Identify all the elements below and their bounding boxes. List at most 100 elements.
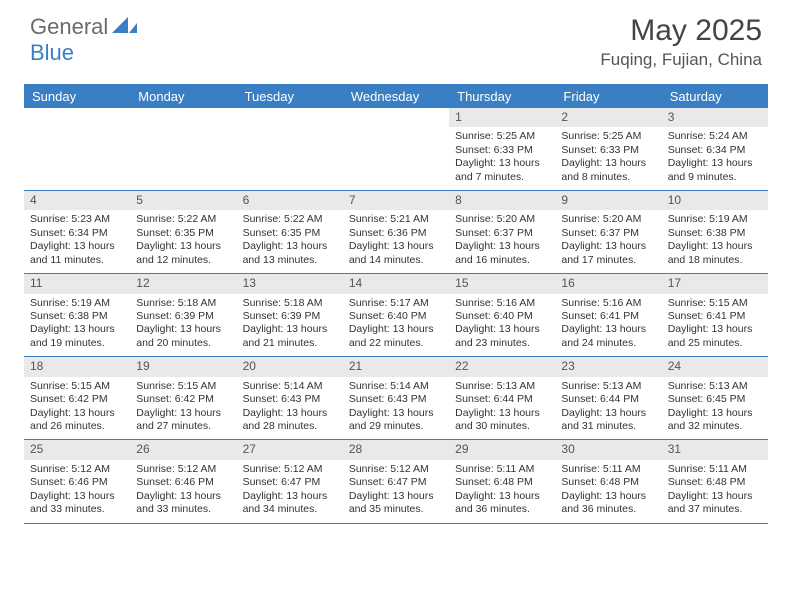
sunset-text: Sunset: 6:42 PM [136, 393, 230, 406]
calendar: SundayMondayTuesdayWednesdayThursdayFrid… [24, 84, 768, 524]
day-cell: 20Sunrise: 5:14 AMSunset: 6:43 PMDayligh… [237, 357, 343, 439]
day-header: Thursday [449, 85, 555, 108]
day-number: 7 [343, 191, 449, 210]
day-info: Sunrise: 5:15 AMSunset: 6:42 PMDaylight:… [24, 377, 130, 440]
daylight-text: Daylight: 13 hours and 9 minutes. [668, 157, 762, 184]
daylight-text: Daylight: 13 hours and 36 minutes. [561, 490, 655, 517]
sunset-text: Sunset: 6:33 PM [561, 144, 655, 157]
sunrise-text: Sunrise: 5:14 AM [349, 380, 443, 393]
empty-cell: . [343, 108, 449, 190]
day-info: Sunrise: 5:12 AMSunset: 6:47 PMDaylight:… [343, 460, 449, 523]
day-info: Sunrise: 5:20 AMSunset: 6:37 PMDaylight:… [555, 210, 661, 273]
day-header-row: SundayMondayTuesdayWednesdayThursdayFrid… [24, 85, 768, 108]
day-cell: 7Sunrise: 5:21 AMSunset: 6:36 PMDaylight… [343, 191, 449, 273]
day-info: Sunrise: 5:24 AMSunset: 6:34 PMDaylight:… [662, 127, 768, 190]
day-cell: 6Sunrise: 5:22 AMSunset: 6:35 PMDaylight… [237, 191, 343, 273]
day-cell: 29Sunrise: 5:11 AMSunset: 6:48 PMDayligh… [449, 440, 555, 522]
daylight-text: Daylight: 13 hours and 31 minutes. [561, 407, 655, 434]
day-number: 16 [555, 274, 661, 293]
daylight-text: Daylight: 13 hours and 14 minutes. [349, 240, 443, 267]
day-info: Sunrise: 5:19 AMSunset: 6:38 PMDaylight:… [24, 294, 130, 357]
day-cell: 23Sunrise: 5:13 AMSunset: 6:44 PMDayligh… [555, 357, 661, 439]
title-block: May 2025 Fuqing, Fujian, China [600, 14, 762, 70]
day-number: 19 [130, 357, 236, 376]
day-header: Monday [130, 85, 236, 108]
sunset-text: Sunset: 6:39 PM [136, 310, 230, 323]
sunrise-text: Sunrise: 5:14 AM [243, 380, 337, 393]
day-info: Sunrise: 5:25 AMSunset: 6:33 PMDaylight:… [449, 127, 555, 190]
sunset-text: Sunset: 6:34 PM [668, 144, 762, 157]
sunset-text: Sunset: 6:35 PM [243, 227, 337, 240]
day-info: Sunrise: 5:19 AMSunset: 6:38 PMDaylight:… [662, 210, 768, 273]
day-number: 21 [343, 357, 449, 376]
day-info: Sunrise: 5:16 AMSunset: 6:41 PMDaylight:… [555, 294, 661, 357]
daylight-text: Daylight: 13 hours and 17 minutes. [561, 240, 655, 267]
week-row: ....1Sunrise: 5:25 AMSunset: 6:33 PMDayl… [24, 108, 768, 191]
sunrise-text: Sunrise: 5:16 AM [455, 297, 549, 310]
sunset-text: Sunset: 6:33 PM [455, 144, 549, 157]
day-number: 2 [555, 108, 661, 127]
day-number: 25 [24, 440, 130, 459]
daylight-text: Daylight: 13 hours and 21 minutes. [243, 323, 337, 350]
sunrise-text: Sunrise: 5:13 AM [561, 380, 655, 393]
sunrise-text: Sunrise: 5:15 AM [30, 380, 124, 393]
daylight-text: Daylight: 13 hours and 27 minutes. [136, 407, 230, 434]
day-cell: 19Sunrise: 5:15 AMSunset: 6:42 PMDayligh… [130, 357, 236, 439]
sunrise-text: Sunrise: 5:15 AM [668, 297, 762, 310]
day-number: 24 [662, 357, 768, 376]
day-info: Sunrise: 5:22 AMSunset: 6:35 PMDaylight:… [130, 210, 236, 273]
day-number: 15 [449, 274, 555, 293]
empty-cell: . [130, 108, 236, 190]
day-cell: 1Sunrise: 5:25 AMSunset: 6:33 PMDaylight… [449, 108, 555, 190]
sunrise-text: Sunrise: 5:24 AM [668, 130, 762, 143]
daylight-text: Daylight: 13 hours and 19 minutes. [30, 323, 124, 350]
sunset-text: Sunset: 6:48 PM [455, 476, 549, 489]
day-info: Sunrise: 5:18 AMSunset: 6:39 PMDaylight:… [130, 294, 236, 357]
day-info: Sunrise: 5:18 AMSunset: 6:39 PMDaylight:… [237, 294, 343, 357]
day-info: Sunrise: 5:22 AMSunset: 6:35 PMDaylight:… [237, 210, 343, 273]
day-number: 3 [662, 108, 768, 127]
day-header: Friday [555, 85, 661, 108]
sunset-text: Sunset: 6:41 PM [561, 310, 655, 323]
day-info: Sunrise: 5:11 AMSunset: 6:48 PMDaylight:… [662, 460, 768, 523]
day-number: 13 [237, 274, 343, 293]
day-header: Saturday [662, 85, 768, 108]
header: General May 2025 Fuqing, Fujian, China [0, 0, 792, 76]
sunrise-text: Sunrise: 5:22 AM [136, 213, 230, 226]
day-cell: 16Sunrise: 5:16 AMSunset: 6:41 PMDayligh… [555, 274, 661, 356]
sunrise-text: Sunrise: 5:17 AM [349, 297, 443, 310]
sunset-text: Sunset: 6:48 PM [668, 476, 762, 489]
daylight-text: Daylight: 13 hours and 16 minutes. [455, 240, 549, 267]
sunrise-text: Sunrise: 5:11 AM [668, 463, 762, 476]
day-info: Sunrise: 5:15 AMSunset: 6:41 PMDaylight:… [662, 294, 768, 357]
sunrise-text: Sunrise: 5:12 AM [349, 463, 443, 476]
sunset-text: Sunset: 6:46 PM [136, 476, 230, 489]
day-info: Sunrise: 5:13 AMSunset: 6:44 PMDaylight:… [555, 377, 661, 440]
sunset-text: Sunset: 6:38 PM [30, 310, 124, 323]
day-number: 20 [237, 357, 343, 376]
day-info: Sunrise: 5:15 AMSunset: 6:42 PMDaylight:… [130, 377, 236, 440]
day-info: Sunrise: 5:25 AMSunset: 6:33 PMDaylight:… [555, 127, 661, 190]
week-row: 4Sunrise: 5:23 AMSunset: 6:34 PMDaylight… [24, 191, 768, 274]
week-row: 11Sunrise: 5:19 AMSunset: 6:38 PMDayligh… [24, 274, 768, 357]
sunrise-text: Sunrise: 5:11 AM [455, 463, 549, 476]
day-cell: 14Sunrise: 5:17 AMSunset: 6:40 PMDayligh… [343, 274, 449, 356]
logo-text-blue: Blue [30, 40, 74, 65]
sunrise-text: Sunrise: 5:20 AM [561, 213, 655, 226]
sunset-text: Sunset: 6:41 PM [668, 310, 762, 323]
day-number: 17 [662, 274, 768, 293]
daylight-text: Daylight: 13 hours and 18 minutes. [668, 240, 762, 267]
sunset-text: Sunset: 6:43 PM [349, 393, 443, 406]
day-cell: 18Sunrise: 5:15 AMSunset: 6:42 PMDayligh… [24, 357, 130, 439]
daylight-text: Daylight: 13 hours and 12 minutes. [136, 240, 230, 267]
sunrise-text: Sunrise: 5:16 AM [561, 297, 655, 310]
day-cell: 8Sunrise: 5:20 AMSunset: 6:37 PMDaylight… [449, 191, 555, 273]
daylight-text: Daylight: 13 hours and 37 minutes. [668, 490, 762, 517]
day-number: 8 [449, 191, 555, 210]
day-info: Sunrise: 5:12 AMSunset: 6:47 PMDaylight:… [237, 460, 343, 523]
daylight-text: Daylight: 13 hours and 25 minutes. [668, 323, 762, 350]
sunset-text: Sunset: 6:37 PM [455, 227, 549, 240]
day-number: 6 [237, 191, 343, 210]
sunrise-text: Sunrise: 5:18 AM [136, 297, 230, 310]
location-label: Fuqing, Fujian, China [600, 50, 762, 70]
